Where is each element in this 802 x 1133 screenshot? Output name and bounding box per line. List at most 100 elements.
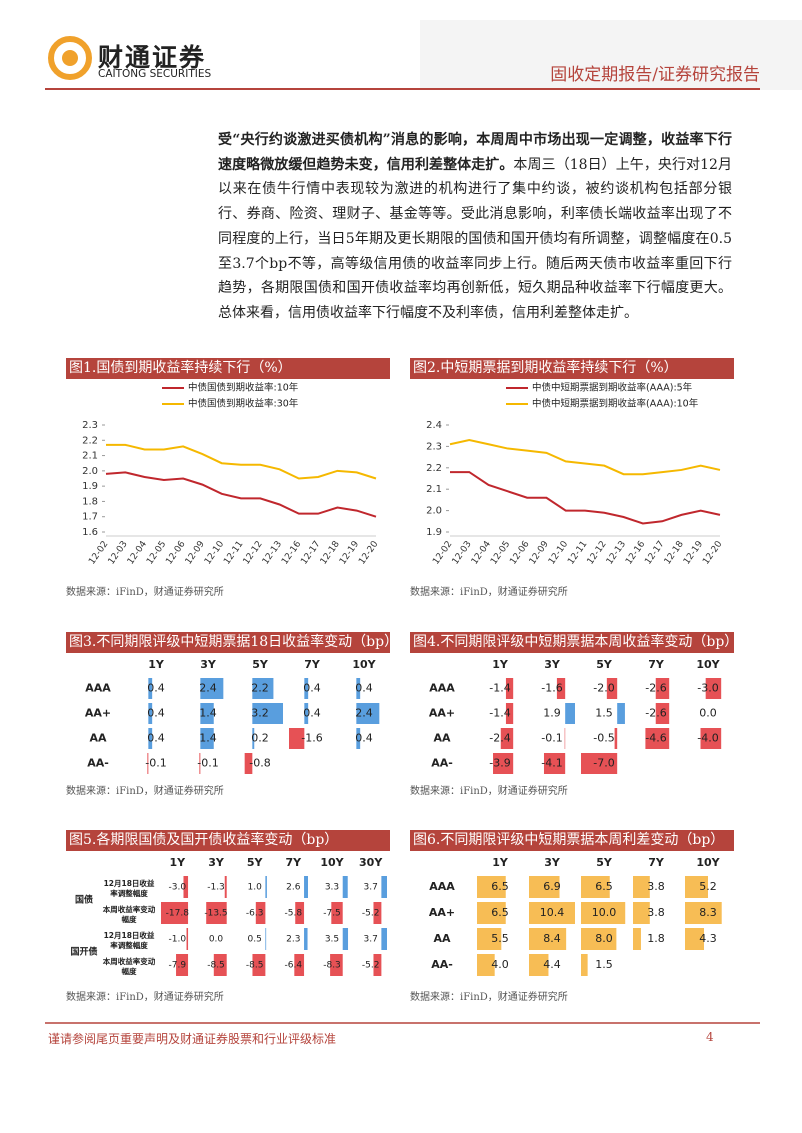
cell-value: -7.0: [593, 757, 614, 770]
legend-label: 中债中短期票据到期收益率(AAA):5年: [532, 382, 693, 394]
data-bar: [186, 928, 189, 950]
y-tick-label: 2.2: [82, 435, 98, 446]
cell-value: -0.1: [145, 757, 166, 770]
data-bar: [564, 728, 566, 749]
data-bar: [477, 954, 495, 976]
cell-value: 0.4: [147, 707, 165, 720]
cell-value: 3.2: [251, 707, 269, 720]
column-header: 1Y: [170, 856, 187, 869]
group-label: 国开债: [70, 946, 97, 958]
x-tick-label: 12-02: [431, 539, 454, 566]
cell-value: -6.3: [246, 909, 264, 919]
y-tick-label: 2.1: [82, 451, 98, 462]
data-bar: [200, 678, 224, 699]
legend-label: 中债中短期票据到期收益率(AAA):10年: [532, 398, 699, 410]
cell-value: -1.4: [489, 682, 510, 695]
x-tick-label: 12-03: [451, 539, 474, 566]
figure-title: 图6.不同期限评级中短期票据本周利差变动（bp）: [410, 830, 734, 851]
data-bar: [289, 728, 305, 749]
figure-title: 图4.不同期限评级中短期票据本周收益率变动（bp）: [410, 632, 734, 653]
cell-value: -5.8: [285, 909, 303, 919]
x-tick-label: 12-11: [566, 539, 589, 566]
cell-value: 1.9: [543, 707, 561, 720]
data-bar: [581, 876, 610, 898]
header-graphics: [45, 20, 802, 90]
cell-value: 3.8: [647, 906, 665, 919]
cell-value: -0.1: [197, 757, 218, 770]
cell-value: 6.9: [543, 880, 561, 893]
cell-value: 1.8: [647, 932, 665, 945]
group-label: 国债: [75, 894, 93, 906]
data-bar: [342, 876, 348, 898]
data-bar: [148, 678, 153, 699]
logo-ring: [48, 36, 92, 80]
data-bar: [633, 876, 650, 898]
data-bar: [381, 876, 387, 898]
cell-value: 2.4: [199, 682, 217, 695]
cell-value: 6.5: [491, 906, 509, 919]
column-header: 3Y: [200, 658, 217, 671]
cell-value: 3.5: [325, 935, 339, 945]
header-skyline: [420, 20, 802, 90]
cell-value: 3.3: [325, 883, 339, 893]
row-label-box: 本周收益率变动幅度: [103, 957, 156, 976]
body-paragraph: 受“央行约谈激进买债机构”消息的影响，本周周中市场出现一定调整，收益率下行速度略…: [218, 128, 732, 326]
row-label-box: 12月18日收益率调整幅度: [104, 879, 155, 898]
cell-value: -8.5: [246, 961, 264, 971]
column-header: 5Y: [247, 856, 264, 869]
data-bar: [581, 954, 588, 976]
y-tick-label: 2.1: [426, 484, 442, 495]
cell-value: -0.5: [593, 732, 614, 745]
body-text: 本周三（18日）上午，央行对12月以来在债牛行情中表现较为激进的机构进行了集中约…: [218, 156, 732, 321]
y-tick-label: 1.9: [82, 481, 98, 492]
cell-value: 0.0: [209, 935, 224, 945]
data-bar: [356, 728, 361, 749]
cell-value: 0.2: [251, 732, 269, 745]
data-bar: [606, 678, 618, 699]
row-label: AA-: [431, 757, 453, 770]
cell-value: -8.5: [207, 961, 225, 971]
data-bar: [655, 678, 670, 699]
data-bar: [617, 703, 625, 724]
data-bar: [148, 703, 153, 724]
cell-value: 5.2: [699, 880, 717, 893]
data-bar: [244, 753, 253, 774]
cell-value: -5.2: [362, 961, 380, 971]
data-bar: [304, 678, 309, 699]
column-header: 10Y: [352, 658, 376, 671]
column-header: 1Y: [492, 658, 509, 671]
y-tick-label: 2.0: [82, 466, 98, 477]
x-tick-label: 12-04: [470, 539, 493, 566]
cell-value: -3.0: [697, 682, 718, 695]
x-tick-label: 12-18: [319, 539, 342, 566]
footer-rule-wrap: [45, 1022, 760, 1024]
cell-value: -7.9: [169, 961, 187, 971]
data-bar: [213, 954, 227, 976]
row-label: AA-: [87, 757, 109, 770]
data-bar: [224, 876, 227, 898]
cell-value: -1.6: [301, 732, 322, 745]
cell-value: 1.4: [199, 732, 217, 745]
data-bar: [633, 902, 650, 924]
x-tick-label: 12-11: [222, 539, 245, 566]
cell-value: 3.7: [364, 883, 378, 893]
x-tick-label: 12-04: [126, 539, 149, 566]
y-tick-label: 1.7: [82, 512, 98, 523]
data-bar: [505, 678, 514, 699]
column-header: 30Y: [359, 856, 383, 869]
x-tick-label: 12-06: [508, 539, 531, 566]
cell-value: 0.0: [699, 707, 717, 720]
x-tick-label: 12-12: [586, 539, 609, 566]
cell-value: -3.9: [489, 757, 510, 770]
y-tick-label: 2.3: [82, 420, 98, 431]
cell-value: -5.2: [362, 909, 380, 919]
cell-value: 8.0: [595, 932, 613, 945]
x-tick-label: 12-03: [107, 539, 130, 566]
line-chart: 1.92.02.12.22.32.412-0212-0312-0412-0512…: [426, 382, 725, 567]
column-header: 3Y: [544, 658, 561, 671]
cell-value: 3.7: [364, 935, 378, 945]
x-tick-label: 12-10: [203, 539, 226, 566]
cell-value: 0.4: [147, 732, 165, 745]
source: 数据来源：iFinD，财通证券研究所: [410, 992, 568, 1003]
